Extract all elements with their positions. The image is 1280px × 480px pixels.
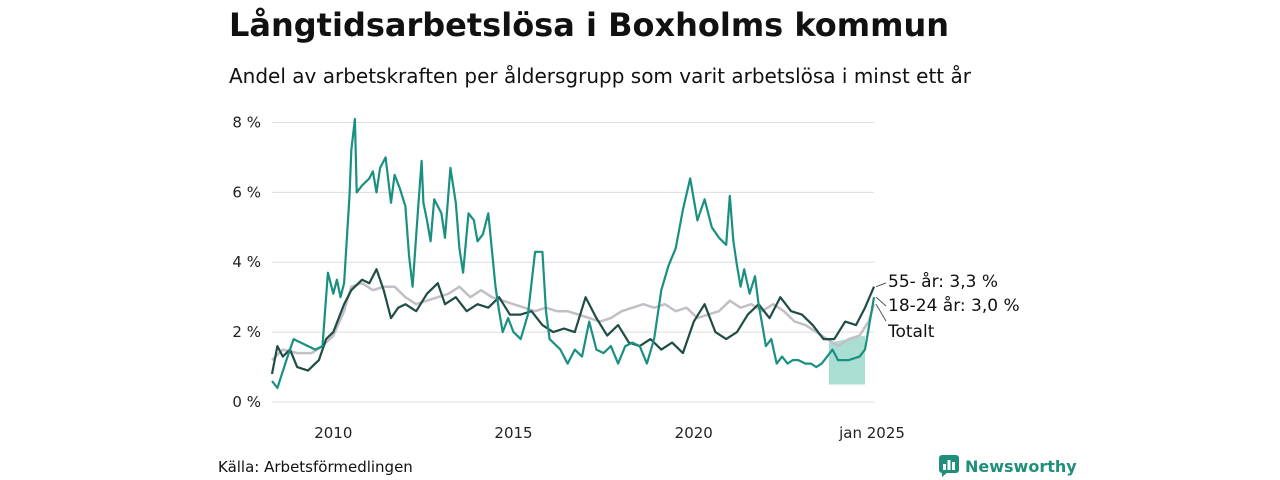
logo-text: Newsworthy bbox=[965, 456, 1077, 476]
chart-logo-icon bbox=[939, 455, 959, 477]
y-tick-label: 8 % bbox=[232, 113, 261, 131]
x-tick-label: 2010 bbox=[314, 424, 352, 442]
series-line-total bbox=[271, 281, 876, 361]
x-tick-label: jan 2025 bbox=[838, 424, 905, 442]
source-note: Källa: Arbetsförmedlingen bbox=[218, 458, 413, 476]
newsworthy-logo[interactable]: Newsworthy bbox=[939, 455, 1077, 477]
y-tick-label: 4 % bbox=[232, 253, 261, 271]
label-leader-line bbox=[875, 296, 887, 307]
x-tick-label: 2020 bbox=[675, 424, 713, 442]
series-line-young bbox=[271, 117, 876, 390]
y-tick-label: 6 % bbox=[232, 183, 261, 201]
x-tick-label: 2015 bbox=[494, 424, 532, 442]
label-leader-line bbox=[875, 282, 887, 288]
series-end-label: Totalt bbox=[887, 322, 935, 342]
y-tick-label: 2 % bbox=[232, 323, 261, 341]
series-end-label: 18-24 år: 3,0 % bbox=[888, 295, 1020, 316]
series-end-label: 55- år: 3,3 % bbox=[888, 271, 998, 292]
y-tick-label: 0 % bbox=[232, 393, 261, 411]
label-leader-line bbox=[875, 303, 887, 322]
chart-subtitle: Andel av arbetskraften per åldersgrupp s… bbox=[229, 64, 971, 88]
chart-title: Långtidsarbetslösa i Boxholms kommun bbox=[229, 6, 949, 44]
